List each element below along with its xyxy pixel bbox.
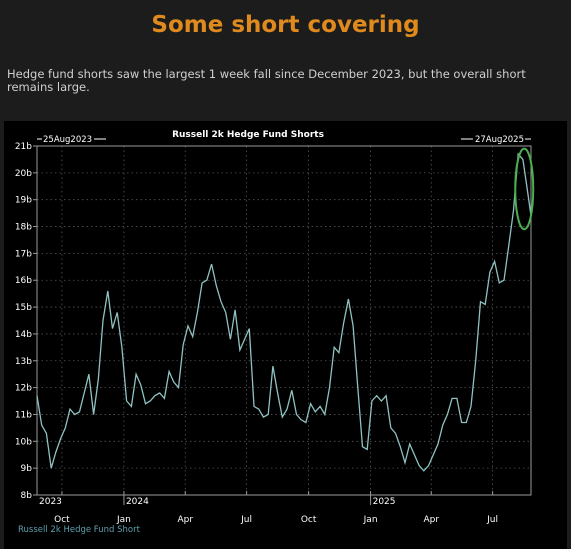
grid [37, 146, 531, 495]
year-label: 2024 [126, 497, 149, 507]
series-line [36, 152, 532, 472]
year-label: 2023 [39, 497, 62, 507]
y-tick-label: 18b [15, 223, 32, 233]
y-tick-label: 17b [15, 249, 32, 259]
y-tick-label: 19b [15, 196, 32, 206]
legend-entry: Russell 2k Hedge Fund Short [18, 525, 141, 535]
chart-panel: 8b 9b 10b 11b 12b 13b 14b 15b 16b 17b 18b 19b 20b 21b… [4, 121, 567, 549]
y-tick-label: 15b [15, 303, 32, 313]
end-date-marker: 27Aug2025 [460, 135, 531, 145]
page-title: Some short covering [151, 12, 420, 38]
start-date-label: 25Aug2023 [43, 135, 92, 145]
chart-title: Russell 2k Hedge Fund Shorts [172, 130, 324, 140]
x-tick-label: Jul [486, 515, 498, 525]
y-tick-label: 11b [15, 410, 32, 420]
x-tick-label: Jan [116, 515, 131, 525]
end-date-label: 27Aug2025 [475, 135, 524, 145]
page-subtitle: Hedge fund shorts saw the largest 1 week… [7, 67, 526, 94]
y-tick-label: 21b [15, 142, 32, 152]
y-tick-label: 9b [21, 464, 33, 474]
x-tick-label: Oct [301, 515, 317, 525]
y-tick-label: 20b [15, 169, 32, 179]
x-tick-label: Jul [240, 515, 252, 525]
y-tick-label: 12b [15, 384, 32, 394]
x-axis: Oct Jan Apr Jul Oct Jan Apr Jul 2023 2024 2025 [39, 491, 498, 525]
highlight-circle [514, 147, 535, 231]
y-tick-label: 13b [15, 357, 32, 367]
plot-frame [36, 145, 532, 496]
x-tick-label: Apr [177, 515, 193, 525]
y-tick-label: 16b [15, 276, 32, 286]
start-date-marker: 25Aug2023 [37, 135, 107, 145]
year-label: 2025 [373, 497, 396, 507]
y-axis: 8b 9b 10b 11b 12b 13b 14b 15b 16b 17b 18b 19b 20b 21b [15, 142, 37, 501]
hedge-fund-shorts-chart: 8b 9b 10b 11b 12b 13b 14b 15b 16b 17b 18b 19b 20b 21b… [15, 130, 535, 535]
x-tick-label: Oct [54, 515, 70, 525]
x-tick-label: Jan [363, 515, 378, 525]
y-tick-label: 8b [21, 491, 33, 501]
y-tick-label: 10b [15, 437, 32, 447]
x-tick-label: Apr [423, 515, 439, 525]
y-tick-label: 14b [15, 330, 32, 340]
